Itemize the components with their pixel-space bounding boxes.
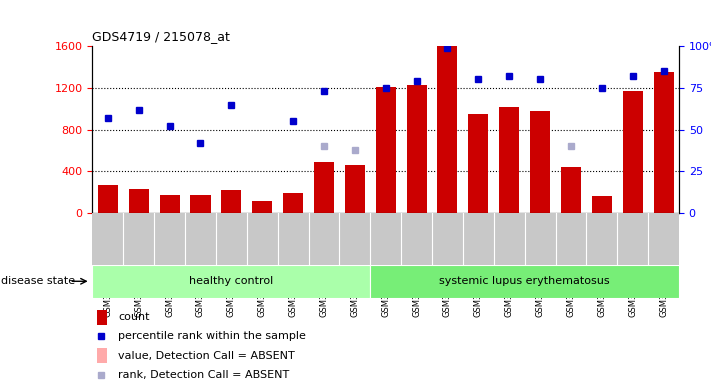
Bar [530, 111, 550, 213]
Bar [191, 195, 210, 213]
Bar [221, 190, 242, 213]
Bar [623, 91, 643, 213]
Bar [314, 162, 334, 213]
Bar [499, 107, 519, 213]
Bar [561, 167, 581, 213]
Text: disease state: disease state [1, 276, 75, 286]
Bar [407, 85, 427, 213]
Text: systemic lupus erythematosus: systemic lupus erythematosus [439, 276, 610, 286]
Text: healthy control: healthy control [189, 276, 274, 286]
Bar [129, 189, 149, 213]
Bar [592, 197, 612, 213]
Bar [592, 204, 612, 213]
Bar [345, 200, 365, 213]
Bar [97, 348, 107, 363]
Bar [437, 46, 457, 213]
Bar [159, 195, 180, 213]
Bar [283, 193, 303, 213]
Bar [653, 72, 673, 213]
Bar [375, 87, 396, 213]
Bar [97, 310, 107, 325]
Text: value, Detection Call = ABSENT: value, Detection Call = ABSENT [118, 351, 295, 361]
Text: percentile rank within the sample: percentile rank within the sample [118, 331, 306, 341]
Text: count: count [118, 312, 149, 322]
Bar [370, 265, 679, 298]
Text: rank, Detection Call = ABSENT: rank, Detection Call = ABSENT [118, 370, 289, 380]
Bar [252, 200, 272, 213]
Bar [345, 165, 365, 213]
Bar [252, 205, 272, 213]
Text: GDS4719 / 215078_at: GDS4719 / 215078_at [92, 30, 230, 43]
Bar [469, 114, 488, 213]
Bar [92, 265, 370, 298]
Bar [98, 185, 118, 213]
